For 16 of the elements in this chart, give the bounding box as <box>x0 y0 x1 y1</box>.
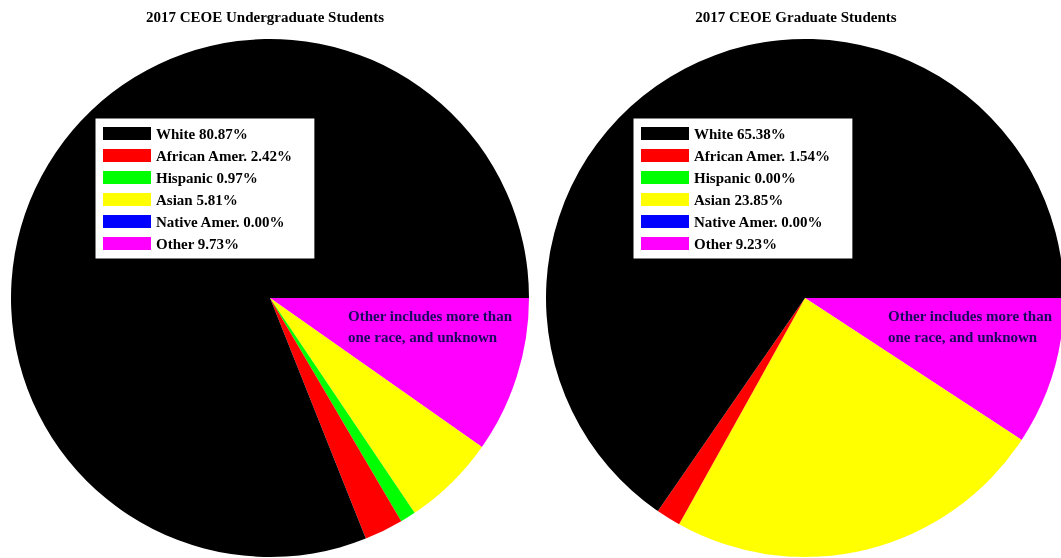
legend-label: Other 9.73% <box>156 235 240 252</box>
legend-label: African Amer. 2.42% <box>156 147 293 164</box>
legend-label: African Amer. 1.54% <box>694 147 831 164</box>
text: Other includes more than one race, and unknown <box>888 307 1056 345</box>
legend-label: Native Amer. 0.00% <box>694 213 823 230</box>
chart-title: 2017 CEOE Graduate Students <box>695 8 897 25</box>
legend-label: Native Amer. 0.00% <box>156 213 285 230</box>
legend-label: Asian 5.81% <box>156 191 238 208</box>
legend-label: White 80.87% <box>156 125 248 142</box>
legend-label: Asian 23.85% <box>694 191 784 208</box>
text: Other includes more than one race, and unknown <box>348 307 516 345</box>
legend-label: Hispanic 0.00% <box>694 169 796 186</box>
legend-label: White 65.38% <box>694 125 786 142</box>
legend-label: Hispanic 0.97% <box>156 169 258 186</box>
chart-title: 2017 CEOE Undergraduate Students <box>146 8 385 25</box>
legend-label: Other 9.23% <box>694 235 778 252</box>
